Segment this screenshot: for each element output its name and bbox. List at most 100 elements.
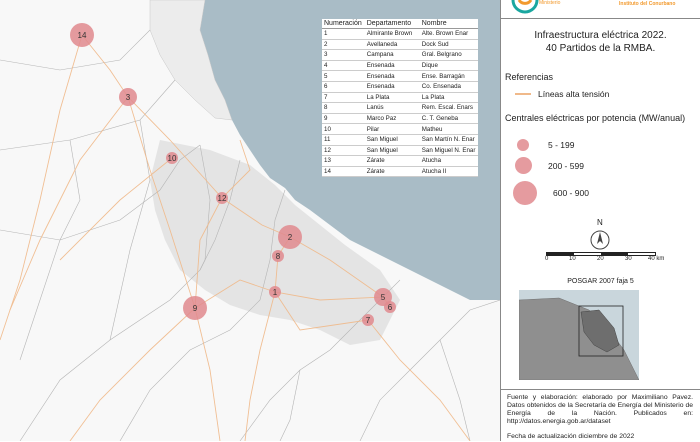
lines-legend-swatch bbox=[515, 93, 531, 95]
table-cell-departamento: Almirante Brown bbox=[364, 28, 420, 40]
power-plant-label-8: 8 bbox=[276, 252, 281, 261]
size-class-large-symbol bbox=[513, 181, 537, 205]
size-class-medium-label: 200 - 599 bbox=[548, 161, 584, 171]
scale-tick-30: 30 bbox=[625, 256, 632, 262]
table-cell-numeracion: 8 bbox=[322, 102, 365, 114]
table-body: 1 Almirante Brown Alte. Brown Enar 2 Avellan… bbox=[322, 28, 479, 178]
table-cell-nombre: Atucha II bbox=[419, 166, 479, 178]
power-plant-label-3: 3 bbox=[126, 93, 131, 102]
table-cell-numeracion: 14 bbox=[322, 166, 365, 178]
table-cell-numeracion: 4 bbox=[322, 60, 365, 72]
table-cell-departamento: Lanús bbox=[364, 102, 420, 114]
table-cell-nombre: San Martín N. Enar bbox=[419, 134, 479, 146]
north-arrow-icon bbox=[590, 230, 610, 250]
table-row: 13 Zárate Atucha bbox=[322, 155, 479, 167]
power-plant-marker-9[interactable] bbox=[183, 296, 207, 320]
power-plant-label-5: 5 bbox=[381, 293, 386, 302]
header-departamento: Departamento bbox=[364, 19, 420, 29]
logo-icon bbox=[511, 0, 539, 14]
table-row: 9 Marco Paz C. T. Geneba bbox=[322, 113, 479, 125]
map-title-line2: 40 Partidos de la RMBA. bbox=[545, 43, 656, 54]
scale-bar bbox=[546, 252, 656, 256]
power-plant-label-7: 7 bbox=[366, 316, 371, 325]
table-cell-numeracion: 1 bbox=[322, 28, 365, 40]
delta-area bbox=[149, 0, 233, 121]
header-nombre: Nombre bbox=[419, 19, 479, 29]
power-plant-marker-6[interactable] bbox=[384, 301, 396, 313]
table-row: 8 Lanús Rem. Escal. Enars bbox=[322, 102, 479, 114]
table-cell-nombre: Co. Ensenada bbox=[419, 81, 479, 93]
logo-text-top: Ministerio bbox=[539, 0, 561, 6]
footer-date: Fecha de actualización diciembre de 2022 bbox=[507, 433, 635, 440]
power-plant-label-14: 14 bbox=[78, 31, 87, 40]
header-numeracion: Numeración bbox=[322, 19, 365, 29]
table-cell-numeracion: 5 bbox=[322, 70, 365, 82]
power-plant-label-9: 9 bbox=[193, 304, 198, 313]
size-class-small-symbol bbox=[517, 139, 529, 151]
footer-credits: Fuente y elaboración: elaborado por Maxi… bbox=[507, 394, 693, 425]
footer: Fuente y elaboración: elaborado por Maxi… bbox=[501, 389, 700, 442]
scale-tick-20: 20 bbox=[597, 256, 604, 262]
locator-map bbox=[519, 290, 639, 380]
table-cell-numeracion: 7 bbox=[322, 92, 365, 104]
table-cell-nombre: Matheu bbox=[419, 123, 479, 135]
map-title-line1: Infraestructura eléctrica 2022. bbox=[534, 30, 667, 41]
lines-legend-label: Líneas alta tensión bbox=[538, 89, 610, 99]
table-row: 11 San Miguel San Martín N. Enar bbox=[322, 134, 479, 146]
power-plant-label-10: 10 bbox=[168, 154, 177, 163]
table-row: 5 Ensenada Ense. Barragán bbox=[322, 70, 479, 82]
urban-area bbox=[150, 140, 400, 345]
table-header-row: Numeración Departamento Nombre bbox=[322, 19, 479, 29]
table-row: 7 La Plata La Plata bbox=[322, 92, 479, 104]
logo-text-bottom: Instituto del Conurbano bbox=[619, 1, 676, 7]
north-label: N bbox=[597, 218, 603, 227]
table-cell-numeracion: 9 bbox=[322, 113, 365, 125]
table-cell-nombre: C. T. Geneba bbox=[419, 113, 479, 125]
power-plant-label-2: 2 bbox=[288, 233, 293, 242]
table-cell-nombre: Dique bbox=[419, 60, 479, 72]
plants-legend-heading: Centrales eléctricas por potencia (MW/an… bbox=[505, 113, 686, 123]
table-cell-departamento: Pilar bbox=[364, 123, 420, 135]
table-cell-nombre: La Plata bbox=[419, 92, 479, 104]
power-plant-marker-12[interactable] bbox=[216, 192, 228, 204]
logo-header: Ministerio Instituto del Conurbano bbox=[501, 0, 700, 19]
power-plant-marker-2[interactable] bbox=[278, 225, 302, 249]
power-plant-marker-10[interactable] bbox=[166, 152, 178, 164]
power-plant-marker-3[interactable] bbox=[119, 88, 137, 106]
table-cell-numeracion: 11 bbox=[322, 134, 365, 146]
table-row: 2 Avellaneda Dock Sud bbox=[322, 39, 479, 51]
references-heading: Referencias bbox=[505, 72, 554, 82]
power-plant-marker-5[interactable] bbox=[374, 288, 392, 306]
table-row: 1 Almirante Brown Alte. Brown Enar bbox=[322, 28, 479, 40]
table-row: 3 Campana Gral. Belgrano bbox=[322, 49, 479, 61]
scale-tick-0: 0 bbox=[545, 256, 549, 262]
table-cell-departamento: La Plata bbox=[364, 92, 420, 104]
table-cell-departamento: Ensenada bbox=[364, 70, 420, 82]
table-row: 10 Pilar Matheu bbox=[322, 123, 479, 135]
table-cell-numeracion: 12 bbox=[322, 145, 365, 157]
size-class-small-label: 5 - 199 bbox=[548, 140, 575, 150]
table-cell-departamento: Zárate bbox=[364, 166, 420, 178]
table-cell-departamento: Ensenada bbox=[364, 60, 420, 72]
table-cell-numeracion: 10 bbox=[322, 123, 365, 135]
table-cell-departamento: Avellaneda bbox=[364, 39, 420, 51]
table-cell-nombre: Rem. Escal. Enars bbox=[419, 102, 479, 114]
table-cell-departamento: Zárate bbox=[364, 155, 420, 167]
size-class-large-label: 600 - 900 bbox=[553, 188, 589, 198]
table-row: 6 Ensenada Co. Ensenada bbox=[322, 81, 479, 93]
table-cell-nombre: Dock Sud bbox=[419, 39, 479, 51]
table-cell-departamento: Campana bbox=[364, 49, 420, 61]
power-plant-marker-7[interactable] bbox=[362, 314, 374, 326]
power-plant-label-12: 12 bbox=[218, 194, 227, 203]
table-cell-numeracion: 6 bbox=[322, 81, 365, 93]
power-plant-marker-1[interactable] bbox=[269, 286, 281, 298]
power-plant-marker-8[interactable] bbox=[272, 250, 284, 262]
legend-panel: Ministerio Instituto del Conurbano Infra… bbox=[500, 0, 700, 441]
table-cell-departamento: Ensenada bbox=[364, 81, 420, 93]
power-plant-marker-14[interactable] bbox=[70, 23, 94, 47]
scale-tick-40: 40 km bbox=[648, 256, 665, 262]
table-cell-nombre: San Miguel N. Enar bbox=[419, 145, 479, 157]
table-cell-departamento: San Miguel bbox=[364, 145, 420, 157]
power-plant-label-1: 1 bbox=[273, 288, 278, 297]
